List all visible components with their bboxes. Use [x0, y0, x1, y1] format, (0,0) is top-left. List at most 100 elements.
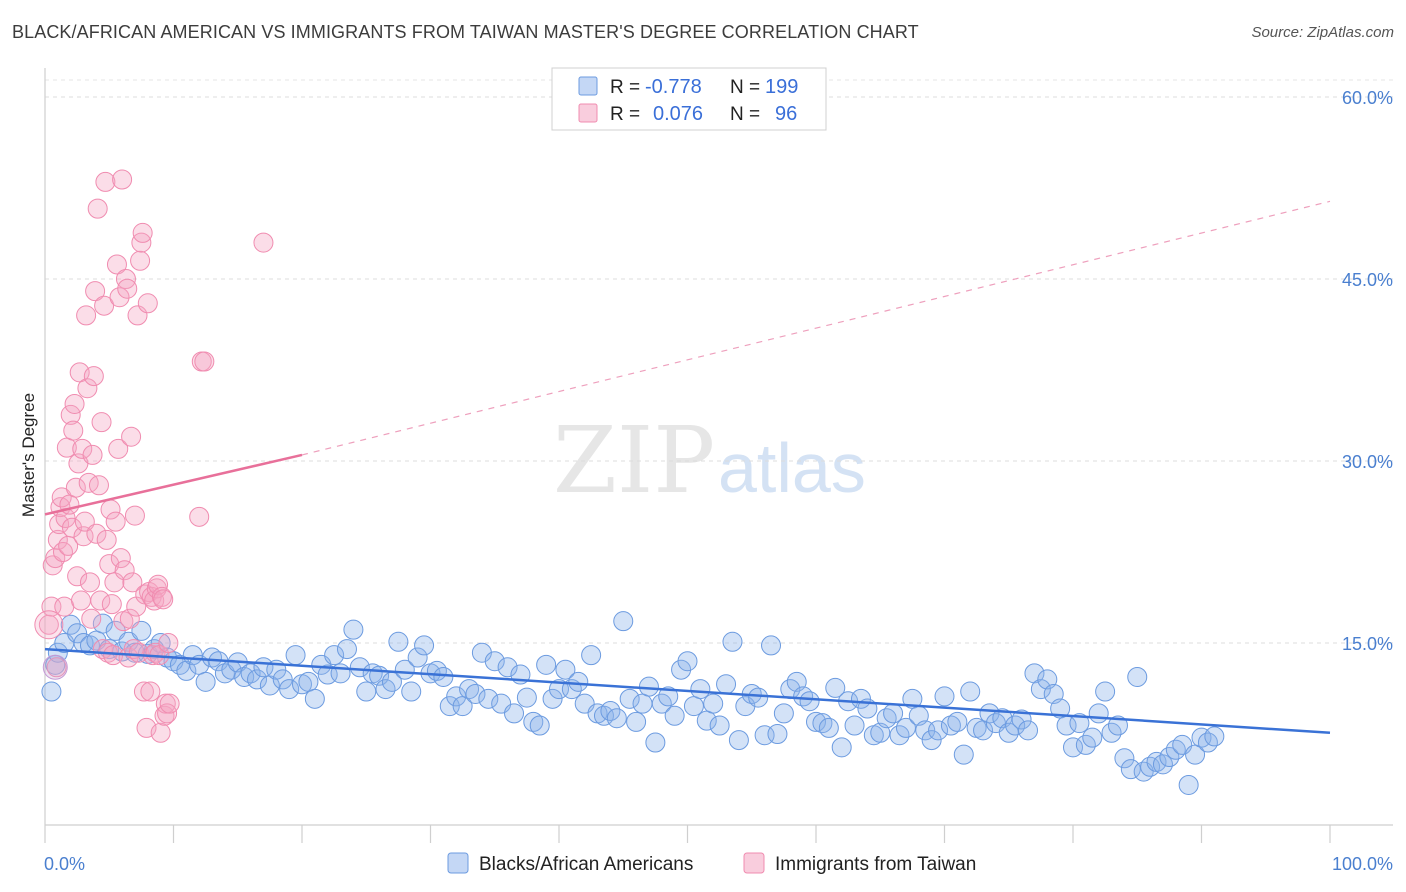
point-blacks-african-americans [523, 711, 544, 732]
point-blacks-african-americans [806, 711, 826, 732]
point-immigrants-from-taiwan [47, 529, 68, 550]
point-blacks-african-americans [844, 715, 865, 736]
point-blacks-african-americans [529, 715, 550, 736]
point-blacks-african-americans [555, 659, 576, 680]
point-blacks-african-americans [1069, 713, 1090, 734]
point-blacks-african-americans [895, 717, 916, 738]
point-blacks-african-americans [41, 681, 62, 702]
point-blacks-african-americans [259, 675, 280, 696]
point-blacks-african-americans [240, 663, 261, 684]
point-immigrants-from-taiwan [119, 608, 140, 629]
point-blacks-african-americans [414, 635, 435, 656]
point-immigrants-from-taiwan [124, 505, 145, 526]
point-immigrants-from-taiwan [158, 633, 179, 653]
point-blacks-african-americans [536, 654, 557, 675]
point-immigrants-from-taiwan [133, 681, 154, 702]
legend-r-label-1: R = [610, 77, 640, 98]
point-immigrants-from-taiwan [88, 475, 109, 496]
point-blacks-african-americans [722, 631, 743, 652]
point-immigrants-from-taiwan [101, 594, 122, 615]
point-blacks-african-americans [979, 703, 1000, 724]
point-immigrants-from-taiwan [140, 681, 161, 702]
point-blacks-african-americans [478, 688, 499, 709]
point-blacks-african-americans [928, 720, 949, 741]
legend-n-label-1: N = [730, 77, 760, 98]
point-blacks-african-americans [317, 664, 338, 685]
point-blacks-african-americans [92, 613, 113, 634]
point-blacks-african-americans [761, 635, 782, 656]
point-blacks-african-americans [754, 725, 775, 746]
point-immigrants-from-taiwan [77, 378, 98, 399]
point-blacks-african-americans [118, 631, 139, 652]
point-blacks-african-americans [401, 681, 422, 702]
series-blacks-african-americans [41, 611, 1225, 795]
bottom-legend-swatch-pink [743, 852, 765, 874]
chart-title: BLACK/AFRICAN AMERICAN VS IMMIGRANTS FRO… [12, 22, 919, 42]
bottom-legend: Blacks/African Americans Immigrants from… [447, 852, 976, 875]
point-immigrants-from-taiwan [96, 529, 117, 550]
point-blacks-african-americans [272, 669, 293, 690]
point-immigrants-from-taiwan [60, 404, 81, 425]
point-blacks-african-americans [638, 676, 659, 697]
point-immigrants-from-taiwan [112, 169, 133, 190]
point-immigrants-from-taiwan [253, 232, 274, 253]
point-blacks-african-americans [626, 711, 647, 732]
point-blacks-african-americans [613, 611, 634, 632]
point-blacks-african-americans [516, 687, 537, 708]
point-immigrants-from-taiwan [42, 555, 63, 576]
point-immigrants-from-taiwan [85, 281, 106, 302]
point-blacks-african-americans [214, 663, 235, 684]
point-blacks-african-americans [619, 688, 640, 709]
point-immigrants-from-taiwan [54, 596, 75, 617]
point-immigrants-from-taiwan [153, 589, 174, 610]
watermark-zip: ZIP [553, 407, 715, 514]
legend-box: R = -0.778 N = 199 R = 0.076 N = 96 [551, 67, 827, 131]
point-immigrants-from-taiwan [95, 171, 116, 192]
point-immigrants-from-taiwan [117, 278, 138, 299]
point-immigrants-from-taiwan [99, 554, 120, 575]
point-blacks-african-americans [921, 730, 942, 751]
point-blacks-african-americans [709, 715, 730, 736]
point-blacks-african-americans [767, 724, 788, 744]
legend-swatch-blue [578, 76, 598, 96]
point-blacks-african-americans [131, 620, 152, 641]
point-blacks-african-americans [394, 659, 415, 680]
point-immigrants-from-taiwan [49, 514, 70, 535]
trend-line-blacks-african-americans [44, 647, 1331, 735]
point-blacks-african-americans [202, 647, 223, 668]
point-blacks-african-americans [247, 669, 268, 690]
point-blacks-african-americans [664, 705, 685, 726]
point-blacks-african-americans [1063, 737, 1083, 758]
point-blacks-african-americans [285, 645, 306, 666]
point-blacks-african-americans [349, 657, 370, 678]
point-blacks-african-americans [1107, 715, 1128, 736]
point-blacks-african-americans [298, 671, 319, 692]
watermark-atlas: atlas [718, 429, 866, 507]
point-overlap [42, 654, 68, 680]
point-immigrants-from-taiwan [83, 366, 104, 387]
point-immigrants-from-taiwan [91, 412, 112, 433]
point-blacks-african-americans [934, 686, 955, 707]
point-immigrants-from-taiwan [94, 295, 115, 316]
point-blacks-african-americans [1024, 663, 1045, 684]
point-immigrants-from-taiwan [74, 511, 95, 532]
point-immigrants-from-taiwan [46, 657, 67, 678]
trend-line-immigrants-from-taiwan [44, 453, 303, 516]
point-blacks-african-americans [1127, 666, 1148, 687]
point-immigrants-from-taiwan [87, 198, 108, 219]
point-immigrants-from-taiwan [132, 222, 153, 243]
point-blacks-african-americans [606, 708, 627, 729]
chart-source: Source: ZipAtlas.com [1251, 24, 1394, 41]
point-blacks-african-americans [176, 660, 197, 681]
point-blacks-african-americans [831, 737, 852, 758]
point-immigrants-from-taiwan [79, 572, 100, 593]
point-immigrants-from-taiwan [105, 511, 126, 532]
point-immigrants-from-taiwan [110, 548, 131, 569]
point-blacks-african-americans [947, 711, 968, 732]
point-immigrants-from-taiwan [86, 523, 107, 544]
point-immigrants-from-taiwan [63, 420, 84, 441]
point-blacks-african-americans [883, 703, 904, 724]
legend-r-label-2: R = [610, 104, 640, 125]
point-blacks-african-americans [336, 639, 357, 660]
point-blacks-african-americans [716, 674, 737, 695]
